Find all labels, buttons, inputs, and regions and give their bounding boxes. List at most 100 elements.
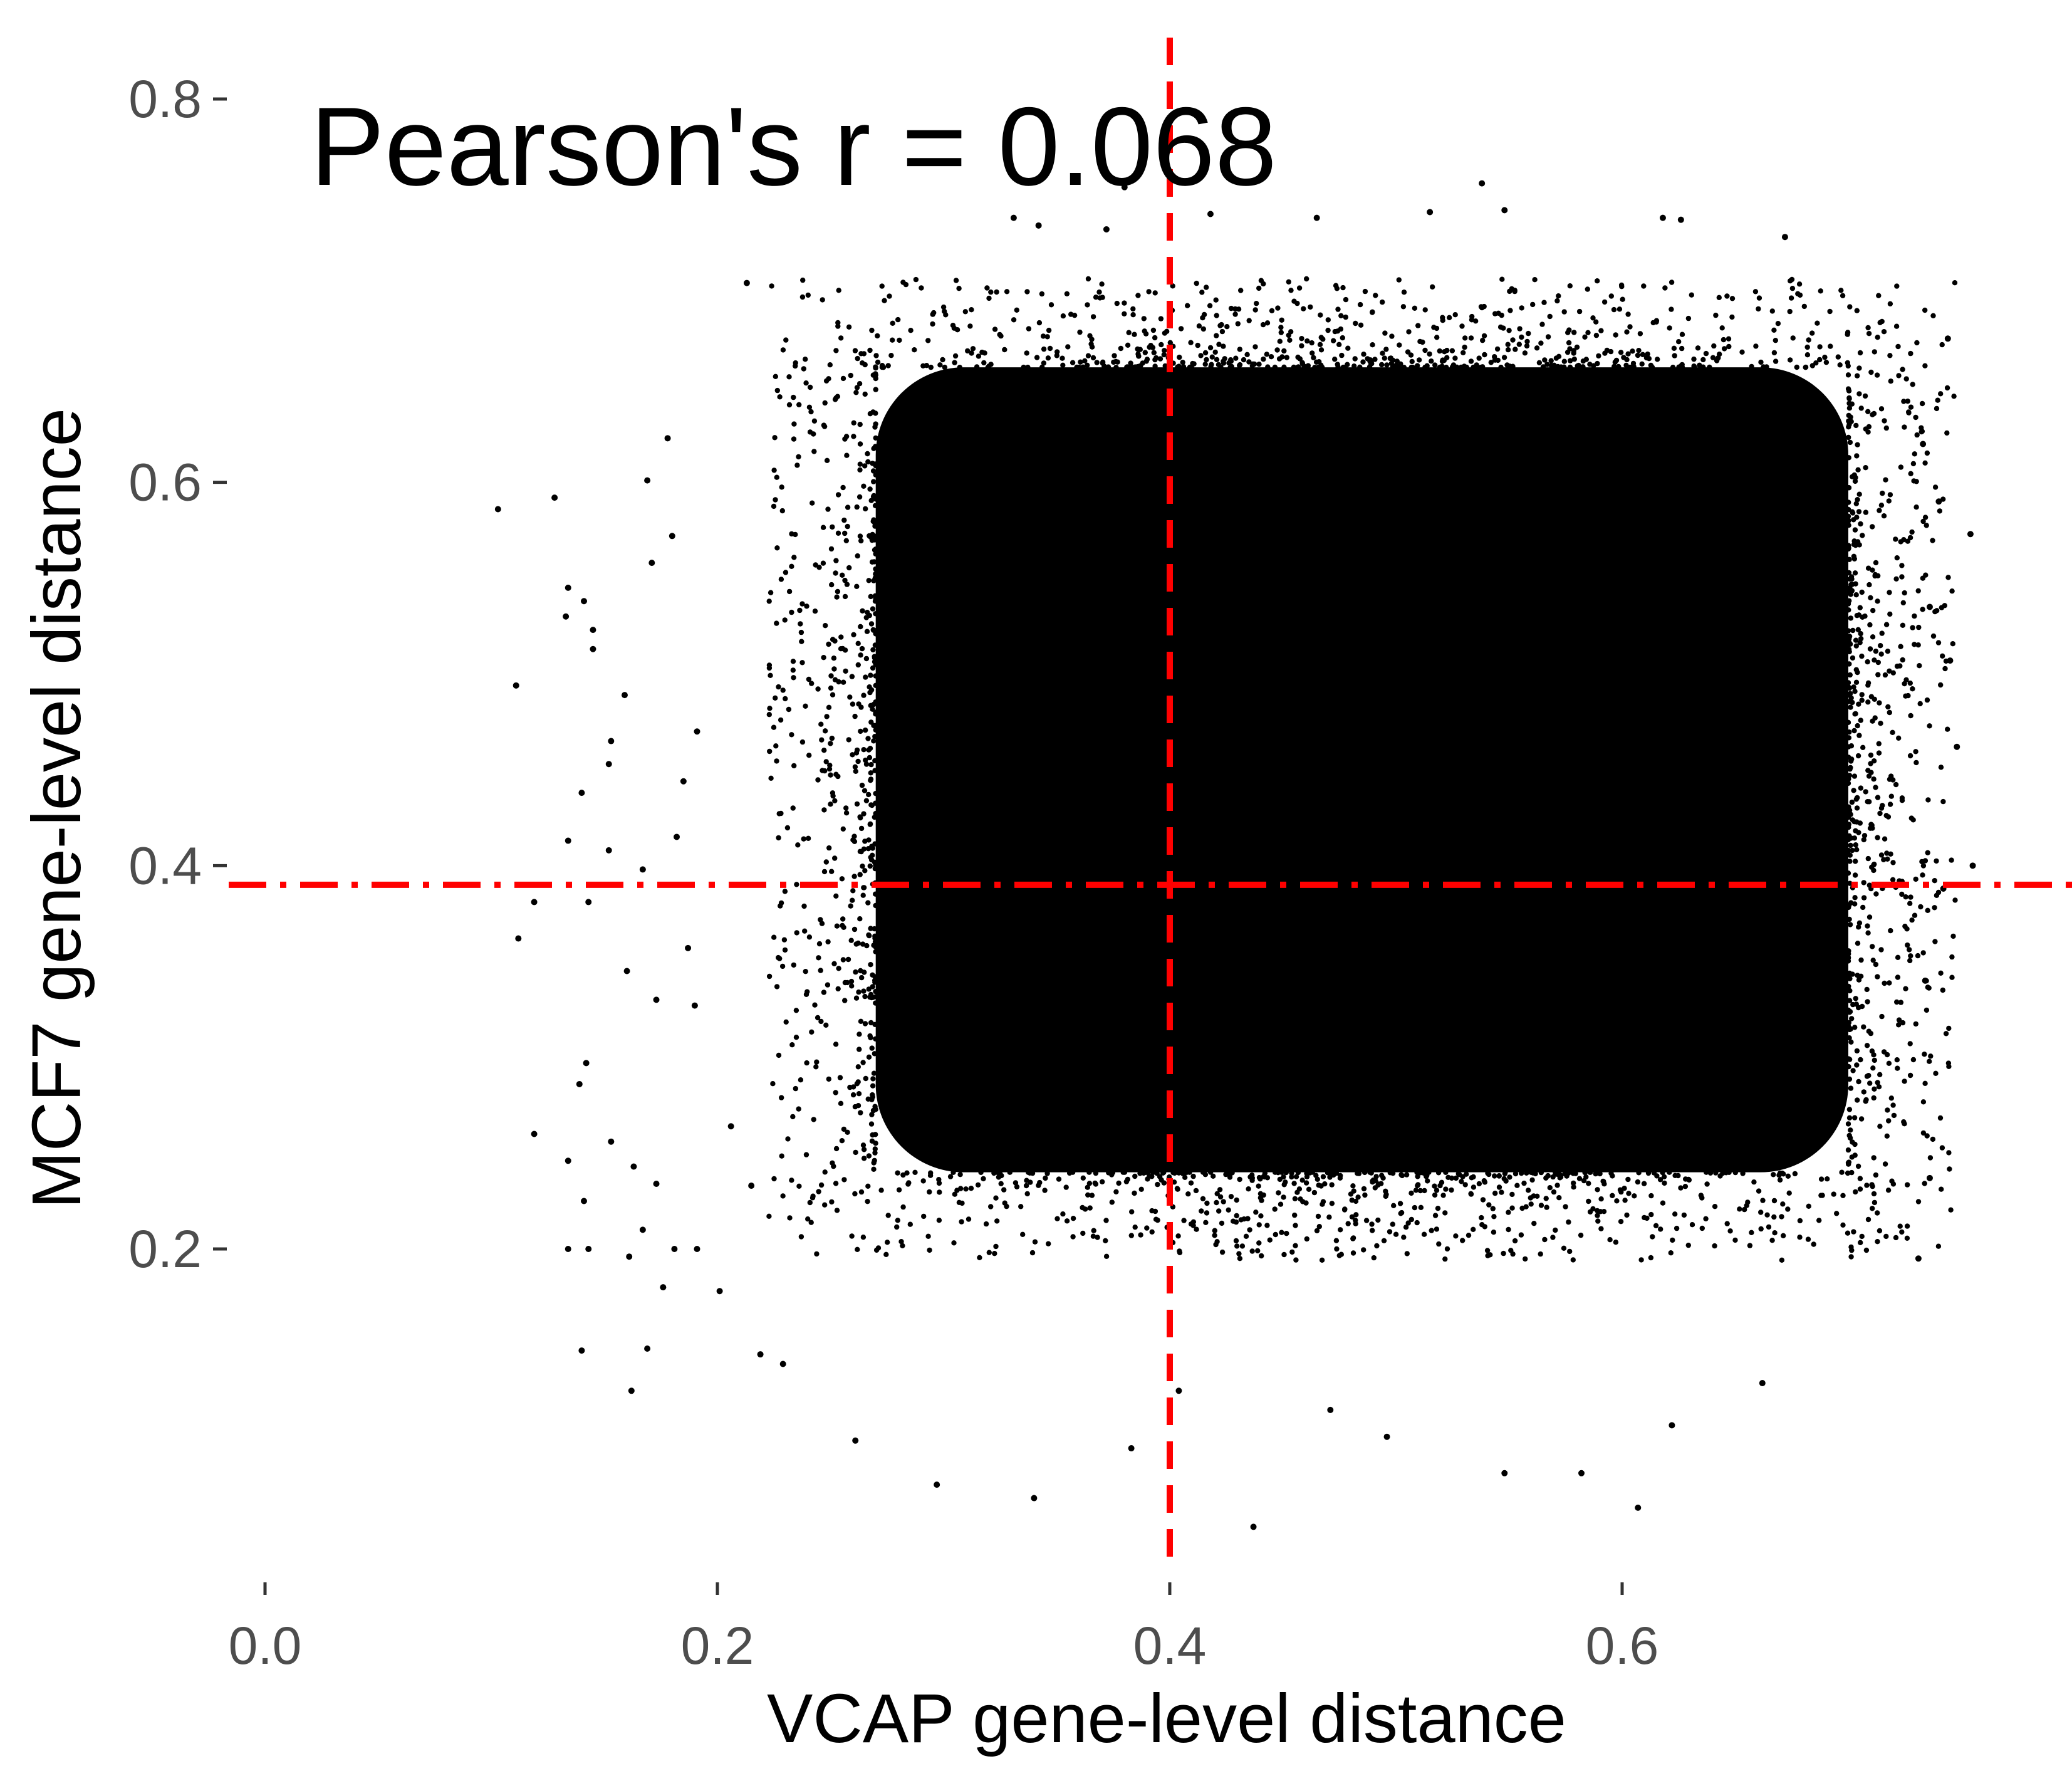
data-point [1441, 358, 1447, 363]
data-point [1878, 643, 1883, 649]
data-point [1394, 358, 1400, 364]
data-point [835, 530, 841, 536]
data-point [1869, 1182, 1875, 1188]
data-point [900, 1172, 906, 1178]
data-point [1501, 1250, 1506, 1256]
data-point [1507, 308, 1513, 313]
data-point [1383, 1433, 1390, 1440]
data-point [1610, 1193, 1615, 1199]
data-point [1846, 499, 1851, 505]
data-point [1358, 322, 1364, 328]
data-point [804, 603, 810, 609]
data-point [1541, 300, 1547, 305]
data-point [1370, 309, 1375, 315]
data-point [1256, 1222, 1262, 1228]
data-point [1863, 1247, 1870, 1253]
data-point [1514, 1183, 1520, 1188]
data-point [1703, 1216, 1709, 1222]
data-point [830, 790, 836, 796]
data-point [1388, 355, 1394, 361]
data-point [1873, 961, 1879, 968]
data-point [849, 983, 855, 989]
data-point [748, 1183, 755, 1189]
data-point [1781, 1233, 1786, 1239]
data-point [779, 508, 786, 514]
data-point [1845, 1230, 1851, 1236]
data-point [1459, 1179, 1464, 1184]
data-point [1080, 364, 1086, 370]
data-point [1296, 364, 1301, 370]
data-point [1214, 357, 1220, 362]
data-point [1699, 1225, 1705, 1231]
data-point [1905, 399, 1910, 404]
data-point [1068, 311, 1074, 317]
data-point [1846, 434, 1851, 441]
data-point [1845, 699, 1851, 704]
data-point [1883, 425, 1889, 431]
data-point [809, 1029, 815, 1035]
data-point [1590, 315, 1596, 321]
data-point [1213, 1241, 1219, 1248]
data-point [821, 990, 827, 995]
data-point [1434, 335, 1440, 340]
data-point [1076, 365, 1081, 370]
data-point [1752, 289, 1759, 295]
data-point [860, 864, 865, 869]
data-point [1434, 1226, 1440, 1232]
data-point [1596, 1171, 1603, 1176]
data-point [1399, 1173, 1405, 1179]
data-point [1274, 347, 1280, 353]
data-point [866, 1054, 872, 1060]
data-point [1934, 405, 1940, 412]
data-point [1313, 214, 1320, 221]
data-point [1758, 1209, 1764, 1215]
data-point [808, 409, 814, 415]
data-point [1252, 307, 1258, 313]
data-point [808, 1220, 814, 1225]
data-point [1827, 308, 1833, 315]
data-point [873, 566, 878, 572]
data-point [1679, 332, 1685, 337]
data-point [1501, 1176, 1507, 1182]
data-point [1361, 352, 1367, 357]
data-point [1845, 680, 1851, 686]
data-point [1853, 422, 1859, 429]
data-point [1001, 1187, 1007, 1193]
pearson-annotation: Pearson's r = 0.068 [310, 84, 1277, 209]
data-point [779, 963, 786, 969]
data-point [940, 304, 947, 310]
data-point [998, 1181, 1004, 1187]
data-point [1711, 343, 1717, 349]
data-point [1627, 324, 1633, 330]
data-point [1853, 501, 1859, 506]
data-point [1085, 276, 1091, 282]
data-point [1910, 625, 1915, 630]
data-point [1532, 277, 1538, 283]
data-point [1758, 1226, 1764, 1232]
data-point [1856, 830, 1861, 835]
data-point [833, 558, 839, 563]
data-point [798, 621, 803, 627]
data-point [1600, 1178, 1606, 1184]
data-point [1912, 613, 1917, 619]
data-point [1756, 1188, 1762, 1194]
data-point [1882, 418, 1887, 424]
data-point [1853, 667, 1859, 672]
data-point [1595, 1213, 1600, 1218]
data-point [1854, 847, 1860, 853]
data-point [1887, 353, 1893, 358]
data-point [888, 353, 894, 358]
data-point [1771, 327, 1777, 333]
data-point [1221, 360, 1227, 366]
data-point [1279, 1230, 1284, 1235]
data-point [1409, 358, 1415, 365]
data-point [1853, 637, 1859, 643]
data-point [1888, 1095, 1894, 1101]
data-point [1143, 1169, 1149, 1176]
data-point [856, 989, 862, 995]
data-point [1281, 348, 1287, 354]
data-point [1790, 335, 1796, 341]
data-point [1094, 360, 1100, 365]
data-point [870, 647, 876, 653]
data-point [1699, 1195, 1705, 1201]
